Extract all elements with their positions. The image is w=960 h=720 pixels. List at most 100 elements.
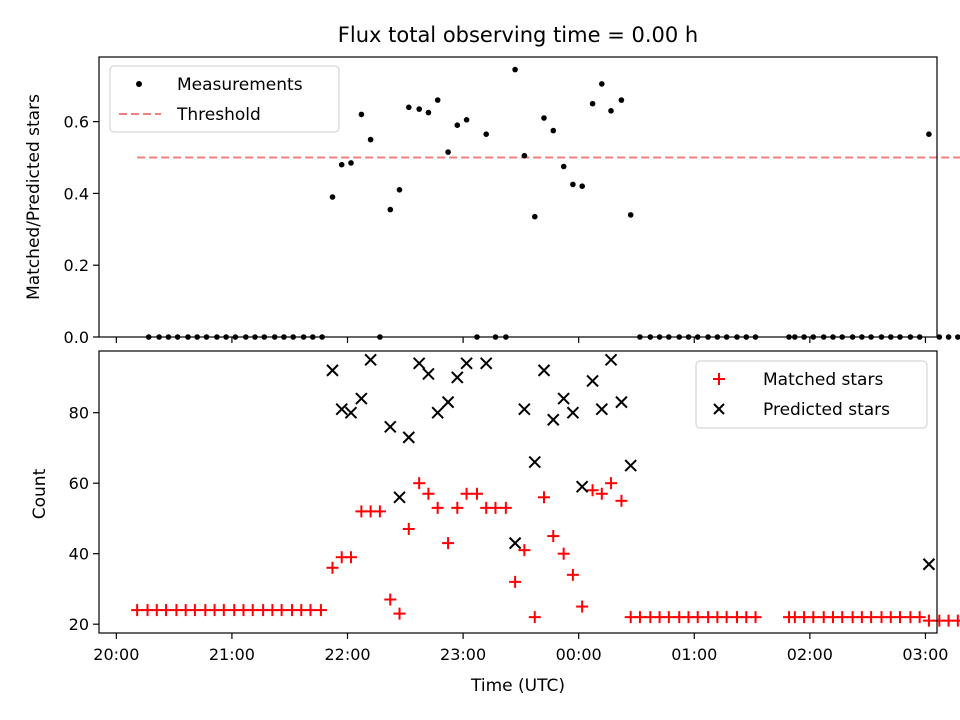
predicted-star-point [480, 357, 493, 370]
matched-star-point [460, 487, 473, 500]
top-y-tick-label: 0.2 [64, 256, 89, 275]
matched-star-point [720, 611, 733, 624]
measurement-point [512, 66, 518, 73]
measurement-point [396, 187, 403, 193]
measurement-point [425, 109, 432, 116]
matched-star-point [691, 611, 704, 624]
matched-star-point [499, 501, 512, 514]
matched-star-point [246, 604, 259, 617]
legend-matched-label: Matched stars [763, 370, 883, 390]
matched-star-point [913, 611, 926, 624]
measurement-point [608, 108, 614, 114]
measurement-point [945, 334, 952, 340]
legend-measurements-marker [136, 81, 142, 87]
predicted-star-point [393, 491, 406, 504]
measurement-point [521, 152, 528, 159]
bottom-y-tick-label: 80 [69, 404, 89, 423]
matched-star-point [865, 611, 878, 624]
measurement-point [926, 131, 932, 137]
top-legend: Measurements Threshold [109, 65, 340, 133]
predicted-star-point [518, 402, 531, 416]
measurement-point [936, 334, 943, 340]
matched-star-point [807, 611, 820, 624]
measurement-point [599, 81, 605, 87]
predicted-star-point [508, 536, 522, 550]
predicted-star-point [355, 392, 368, 405]
predicted-star-point [566, 406, 580, 419]
predicted-star-point [402, 431, 415, 444]
matched-star-point [547, 530, 560, 543]
matched-star-point [422, 487, 435, 500]
predicted-star-point [537, 364, 551, 377]
matched-star-point [615, 494, 628, 507]
bottom-y-axis-label: Count [30, 468, 50, 519]
x-tick-label: 00:00 [556, 645, 602, 664]
x-tick-label: 20:00 [93, 645, 139, 664]
measurement-point [329, 194, 336, 200]
bottom-panel-y-ticks: 20 40 60 80 [69, 404, 99, 634]
x-tick-label: 02:00 [787, 645, 833, 664]
matched-star-point [605, 477, 618, 490]
predicted-star-point [615, 395, 628, 409]
bottom-panel-marks [131, 353, 960, 627]
matched-star-point [528, 611, 541, 624]
x-tick-label: 21:00 [209, 645, 255, 664]
x-tick-label: 22:00 [324, 645, 370, 664]
matched-star-point [131, 604, 144, 617]
matched-star-point [304, 604, 317, 617]
top-panel-frame [98, 56, 938, 338]
predicted-star-point [460, 357, 473, 370]
matched-star-point [393, 607, 406, 620]
matched-star-point [326, 561, 339, 574]
matched-star-point [275, 604, 288, 617]
top-panel-x-ticks [115, 337, 927, 343]
x-tick-label: 23:00 [440, 645, 486, 664]
matched-star-point [836, 611, 849, 624]
matched-star-point [431, 501, 444, 514]
predicted-star-point [557, 392, 570, 405]
matched-star-point [451, 501, 464, 514]
legend-predicted-marker [713, 403, 725, 415]
chart-title: Flux total observing time = 0.00 h [338, 23, 698, 47]
measurement-point [570, 181, 576, 188]
measurement-point [483, 131, 490, 137]
predicted-star-point [412, 357, 426, 370]
top-y-tick-label: 0.6 [64, 113, 89, 132]
predicted-star-point [624, 459, 637, 472]
predicted-star-point [441, 395, 455, 409]
matched-star-point [402, 523, 415, 536]
matched-star-point [188, 604, 201, 617]
matched-star-point [749, 611, 762, 624]
matched-star-point [951, 614, 960, 627]
legend-predicted-label: Predicted stars [763, 400, 890, 420]
predicted-star-point [604, 353, 618, 367]
predicted-star-point [922, 558, 936, 571]
matched-star-point [538, 491, 551, 504]
matched-star-point [518, 544, 531, 557]
measurement-point [387, 206, 394, 213]
measurement-point [445, 149, 451, 155]
measurement-point [627, 212, 634, 218]
matched-star-point [314, 604, 327, 617]
predicted-star-point [595, 402, 609, 416]
legend-matched-marker [713, 373, 725, 385]
measurement-point [416, 106, 423, 112]
measurement-point [955, 334, 960, 340]
predicted-star-point [575, 480, 589, 493]
bottom-legend: Matched stars Predicted stars [695, 360, 928, 429]
bottom-panel: 20 40 60 80 20:00 21:00 22:00 23:00 00:00 01:00 0… [30, 350, 960, 696]
predicted-star-point [451, 371, 464, 384]
matched-star-point [566, 568, 579, 581]
legend-measurements-label: Measurements [177, 75, 303, 95]
x-tick-label: 03:00 [902, 645, 948, 664]
measurement-point [463, 117, 470, 123]
matched-star-point [344, 551, 357, 564]
measurement-point [589, 100, 596, 107]
bottom-y-tick-label: 60 [69, 474, 89, 493]
matched-star-point [413, 477, 426, 490]
matched-star-point [576, 600, 589, 613]
measurement-point [367, 136, 374, 143]
matched-star-point [922, 614, 935, 627]
top-y-tick-label: 0.4 [64, 184, 89, 203]
